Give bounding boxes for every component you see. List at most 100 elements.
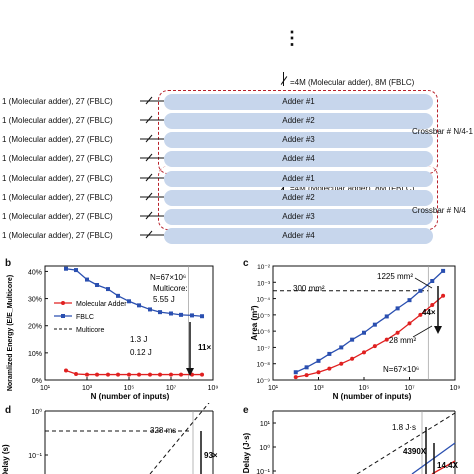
x-axis-label: N (number of inputs) [91, 392, 170, 401]
annotation-leader [414, 277, 433, 289]
molecular-point [372, 344, 377, 349]
fblc-point [395, 306, 400, 311]
molecular-line [295, 295, 444, 378]
x-tick-label: 10⁵ [359, 385, 370, 392]
y-tick-label: 10⁻¹ [256, 469, 270, 474]
fblc-point [200, 314, 205, 319]
annotation: 14.4X [437, 461, 459, 470]
adder-label: Adder #1 [282, 97, 315, 106]
molecular-point [339, 361, 344, 366]
annotation: 1.8 J·s [392, 423, 416, 432]
molecular-point [327, 366, 332, 371]
y-tick-label: 10⁻⁶ [257, 329, 271, 336]
molecular-point [137, 372, 142, 377]
fblc-point [127, 299, 131, 304]
y-axis-label: Noramlized Energy (E/E_Multicore) [7, 275, 14, 391]
molecular-line [431, 460, 456, 474]
molecular-point [362, 350, 366, 355]
y-tick-label: 10⁻⁹ [257, 378, 271, 385]
y-tick-label: 20% [28, 324, 42, 331]
fblc-point [190, 313, 194, 318]
y-tick-label: 10⁻¹ [28, 453, 42, 460]
annotation: 93× [204, 451, 218, 460]
y-tick-label: 10⁻⁴ [257, 297, 271, 304]
adder-label: Adder #4 [282, 154, 315, 163]
adder-block: Adder #3 [164, 209, 433, 225]
fblc-point [179, 312, 184, 317]
fblc-point [407, 298, 412, 303]
fblc-point [418, 288, 423, 293]
molecular-point [304, 373, 309, 378]
molecular-point [316, 370, 321, 375]
legend-fblc-marker [61, 314, 65, 318]
molecular-point [116, 372, 121, 377]
y-tick-label: 10¹ [260, 421, 271, 428]
molecular-point [200, 372, 205, 377]
y-axis-label: Delay (J·s) [242, 432, 251, 473]
fblc-point [372, 322, 377, 327]
fblc-point [430, 278, 435, 283]
fblc-point [169, 311, 173, 316]
fblc-point [327, 351, 332, 356]
x-tick-label: 10⁹ [208, 385, 219, 392]
x-tick-label: 10³ [313, 385, 324, 392]
legend-molecular-label: Molecular Adder [76, 301, 127, 308]
y-tick-label: 0% [32, 378, 42, 385]
molecular-point [350, 356, 355, 361]
annotation: 4390X [403, 447, 427, 456]
annotation: 44× [422, 308, 436, 317]
y-tick-label: 10⁻⁵ [257, 313, 271, 320]
legend-fblc-label: FBLC [76, 314, 94, 321]
fblc-point [95, 283, 100, 287]
panel-letter-e: e [243, 405, 249, 416]
energy-delay-chart: Delay (J·s) 10¹ 10⁰ 10⁻¹ 1.8 J·s 4390X 14.4X [242, 410, 459, 474]
fblc-point [293, 370, 298, 375]
energy-chart: Noramlized Energy (E/E_Multicore) N (num… [7, 265, 219, 401]
adder-block: Adder #1 [164, 171, 433, 187]
bus-label: =4M (Molecular adder), 8M (FBLC) [290, 184, 415, 193]
annotation: N=67×10⁶ [383, 365, 419, 374]
adder-block: Adder #2 [164, 190, 433, 206]
molecular-point [95, 372, 100, 377]
adder-block: Adder #1 [164, 94, 433, 110]
adder-label: Adder #4 [282, 231, 315, 240]
legend-molecular-marker [61, 301, 65, 305]
fblc-point [74, 268, 79, 273]
input-label: 1 (Molecular adder), 27 (FBLC) [2, 116, 113, 125]
annotation: 5.55 J [153, 295, 175, 304]
y-tick-label: 10⁰ [31, 408, 42, 416]
fblc-point [116, 293, 121, 298]
x-tick-label: 10¹ [268, 385, 279, 392]
molecular-point [441, 293, 446, 298]
fblc-point [304, 365, 309, 370]
y-tick-label: 10⁰ [259, 444, 270, 452]
legend-multicore-label: Multicore [76, 327, 105, 334]
molecular-point [407, 321, 412, 326]
molecular-point [169, 372, 173, 377]
fblc-point [137, 303, 142, 308]
adder-label: Adder #3 [282, 212, 315, 221]
ratio-arrowhead [186, 368, 194, 376]
x-axis-label: N (number of inputs) [333, 392, 412, 401]
adder-block: Adder #4 [164, 228, 433, 244]
y-axis-label: Delay (s) [1, 444, 10, 474]
multicore-edp-line [356, 412, 456, 474]
input-label: 1 (Molecular adder), 27 (FBLC) [2, 154, 113, 163]
annotation: 1.3 J [130, 335, 147, 344]
fblc-point [85, 277, 89, 282]
bus-label: =4M (Molecular adder), 8M (FBLC) [290, 78, 415, 87]
annotation: N=67×10⁶ [150, 273, 186, 282]
input-wires [140, 96, 164, 239]
input-label: 1 (Molecular adder), 27 (FBLC) [2, 212, 113, 221]
annotation: 0.12 J [130, 348, 152, 357]
adder-block: Adder #2 [164, 113, 433, 129]
annotation: 11× [198, 343, 211, 352]
adder-label: Adder #2 [282, 116, 315, 125]
fblc-point [441, 268, 446, 273]
delay-chart: Delay (s) 10⁰ 10⁻¹ 328 ms 93× [1, 403, 218, 474]
fblc-point [384, 314, 389, 319]
input-label: 1 (Molecular adder), 27 (FBLC) [2, 135, 113, 144]
bus-slash-icon [280, 76, 288, 85]
molecular-point [74, 372, 79, 377]
multicore-delay-line [149, 403, 210, 474]
